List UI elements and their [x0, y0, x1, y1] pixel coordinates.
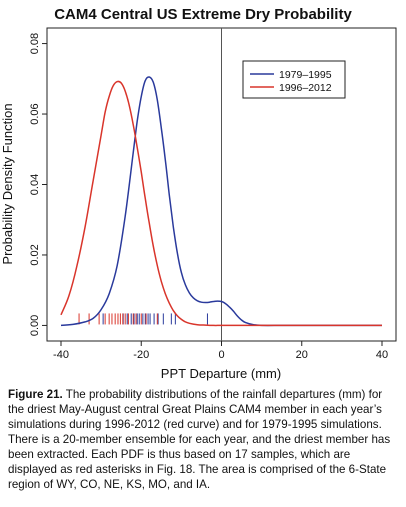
x-tick-label: 40: [376, 349, 388, 361]
y-axis-label: Probability Density Function: [0, 103, 15, 264]
y-tick-label: 0.04: [29, 174, 41, 195]
y-tick-label: 0.00: [29, 315, 41, 336]
pdf-chart: -40 -20 0 20 40 0.00 0.02 0.04 0.06 0.08 PPT Dep…: [0, 27, 397, 381]
y-tick-label: 0.08: [29, 33, 41, 54]
x-tick-label: 0: [218, 349, 224, 361]
figure-label: Figure 21.: [8, 388, 63, 401]
y-tick-label: 0.02: [29, 244, 41, 265]
chart-title: CAM4 Central US Extreme Dry Probability: [54, 6, 352, 23]
legend-box: [242, 60, 346, 99]
series-line-1: [60, 76, 382, 327]
legend-label: 1996–2012: [279, 82, 332, 94]
x-tick-label: -20: [133, 349, 149, 361]
x-tick-label: 20: [296, 349, 308, 361]
legend-label: 1979–1995: [279, 69, 332, 81]
y-tick-label: 0.06: [29, 103, 41, 124]
x-axis-label: PPT Departure (mm): [161, 366, 281, 381]
caption-text: The probability distributions of the rai…: [8, 388, 391, 491]
series-line-2: [60, 80, 382, 327]
figure-caption: Figure 21. The probability distributions…: [8, 387, 400, 492]
x-tick-label: -40: [53, 349, 69, 361]
